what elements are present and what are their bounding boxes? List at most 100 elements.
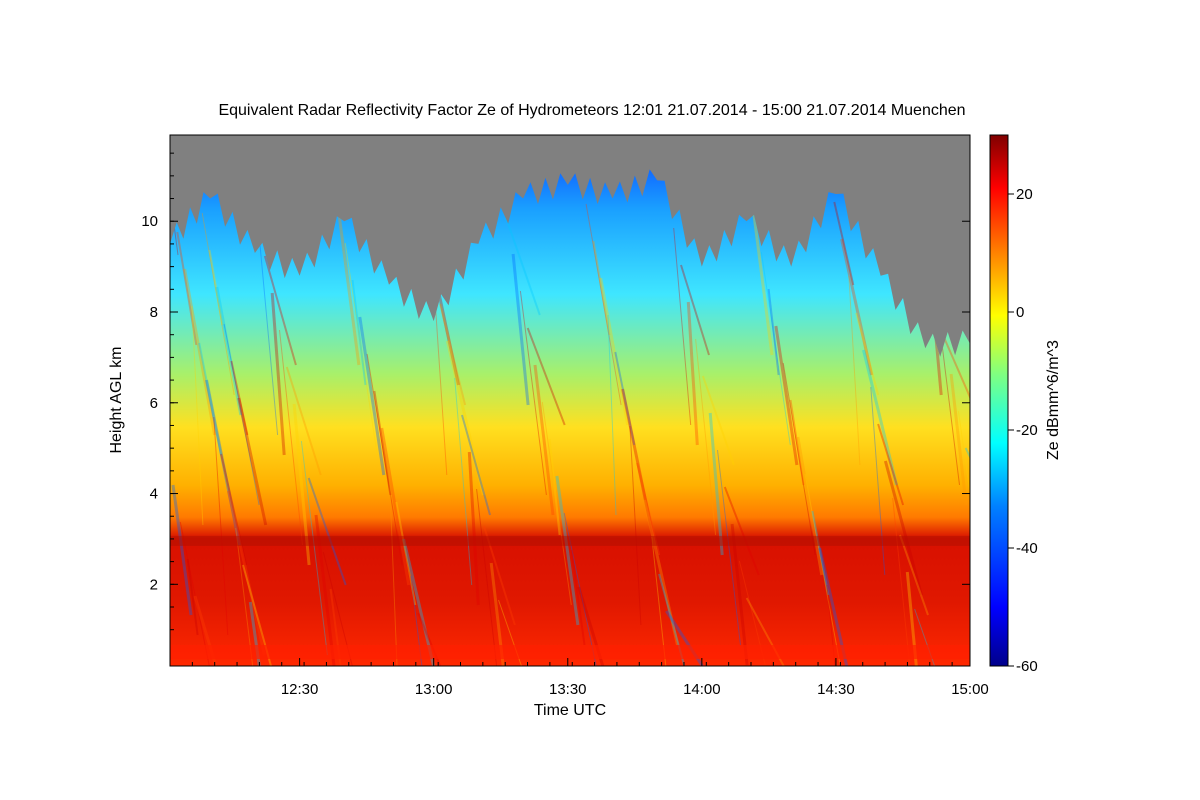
fallstreak <box>686 301 699 446</box>
fallstreak <box>855 312 880 396</box>
fallstreak <box>358 316 386 476</box>
fallstreak <box>504 216 541 316</box>
colorbar-ticks: 20 0 -20 -40 -60 <box>1008 186 1038 675</box>
fallstreak <box>198 342 223 456</box>
fallstreak <box>673 227 692 426</box>
fallstreak <box>454 377 473 586</box>
x-tick-label: 15:00 <box>951 681 989 698</box>
colorbar-tick-label: -60 <box>1016 658 1038 675</box>
fallstreak <box>176 231 198 346</box>
fallstreak <box>862 349 898 486</box>
fallstreak <box>223 323 260 506</box>
fallstreak <box>840 238 874 376</box>
fallstreak <box>892 497 911 666</box>
fallstreak <box>351 279 367 386</box>
fallstreak <box>213 416 229 636</box>
fallstreak <box>782 362 816 556</box>
fallstreak <box>380 427 411 586</box>
fallstreak <box>226 490 266 656</box>
fallstreak <box>388 464 398 666</box>
fallstreak <box>614 351 636 446</box>
fallstreak <box>804 473 841 666</box>
fallstreak <box>179 521 210 666</box>
colorbar-tick-label: 0 <box>1016 304 1024 321</box>
x-tick-label: 13:00 <box>415 681 453 698</box>
fallstreak <box>191 305 204 526</box>
y-tick-label: 8 <box>150 304 158 321</box>
fallstreak <box>439 303 467 406</box>
fallstreak <box>307 477 347 586</box>
x-tick-label: 12:30 <box>281 681 319 698</box>
y-tick-label: 6 <box>150 395 158 412</box>
fallstreak <box>717 449 741 646</box>
fallstreak <box>445 340 485 496</box>
fallstreak <box>395 501 417 606</box>
fallstreak <box>701 375 735 466</box>
fallstreak <box>263 255 297 366</box>
y-tick-label: 4 <box>150 486 158 503</box>
fallstreak <box>730 523 749 666</box>
colorbar-label: Ze dBmm^6/m^3 <box>1045 340 1062 460</box>
x-axis: 12:30 13:00 13:30 14:00 14:30 15:00 <box>169 658 989 698</box>
fallstreak <box>541 401 572 606</box>
fallstreak <box>848 275 861 466</box>
fallstreak <box>942 336 970 416</box>
fallstreak-texture <box>170 194 970 666</box>
fallstreak <box>186 558 199 636</box>
colorbar: 20 0 -20 -40 -60 Ze dBmm^6/m^3 <box>989 134 1062 675</box>
colorbar-tick-label: 20 <box>1016 186 1033 203</box>
fallstreak <box>629 425 642 626</box>
fallstreak <box>526 327 566 426</box>
fallstreak <box>899 534 929 616</box>
fallstreak <box>519 290 547 496</box>
fallstreak <box>621 388 655 536</box>
x-tick-label: 14:30 <box>817 681 855 698</box>
fallstreak <box>402 538 436 666</box>
fallstreak <box>643 499 679 646</box>
fallstreak <box>366 353 403 566</box>
colorbar-tick-label: -20 <box>1016 422 1038 439</box>
fallstreak <box>949 373 968 506</box>
fallstreak <box>235 527 254 666</box>
fallstreak <box>811 510 830 596</box>
fallstreak <box>774 325 799 466</box>
fallstreak <box>205 379 241 546</box>
fallstreak <box>201 212 235 396</box>
fallstreak <box>257 218 279 436</box>
fallstreak <box>171 484 193 616</box>
fallstreak <box>599 277 630 426</box>
fallstreak <box>183 268 217 436</box>
fallstreak <box>548 438 561 536</box>
fallstreak <box>533 364 555 516</box>
plot-area: 2 4 6 8 10 12:30 13:00 13:30 14:00 14:30 15:00 <box>141 134 989 698</box>
fallstreak <box>708 412 724 556</box>
fallstreak <box>680 264 710 356</box>
x-tick-label: 14:00 <box>683 681 721 698</box>
fallstreak <box>796 436 824 576</box>
colorbar-tick-label: -40 <box>1016 540 1038 557</box>
fallstreak <box>607 314 617 516</box>
fallstreak <box>883 460 923 596</box>
plot-frame <box>169 134 971 667</box>
fallstreak <box>695 338 717 536</box>
fallstreak <box>585 203 622 406</box>
fallstreak <box>344 242 378 456</box>
fallstreak <box>760 251 791 446</box>
fallstreak <box>467 451 480 606</box>
fallstreak <box>285 366 322 476</box>
fallstreak <box>208 249 224 326</box>
fallstreak <box>336 205 361 366</box>
fallstreak <box>215 286 243 416</box>
surface-band <box>170 645 970 659</box>
fallstreak <box>752 214 774 356</box>
fallstreak <box>723 486 760 576</box>
fallstreak <box>789 399 805 486</box>
fallstreak <box>833 201 855 286</box>
colorbar-gradient <box>989 134 1009 667</box>
y-tick-label: 2 <box>150 576 158 593</box>
chart-title: Equivalent Radar Reflectivity Factor Ze … <box>218 102 965 119</box>
fallstreak <box>592 240 611 336</box>
y-axis-label: Height AGL km <box>108 346 125 453</box>
fallstreak <box>300 440 328 656</box>
